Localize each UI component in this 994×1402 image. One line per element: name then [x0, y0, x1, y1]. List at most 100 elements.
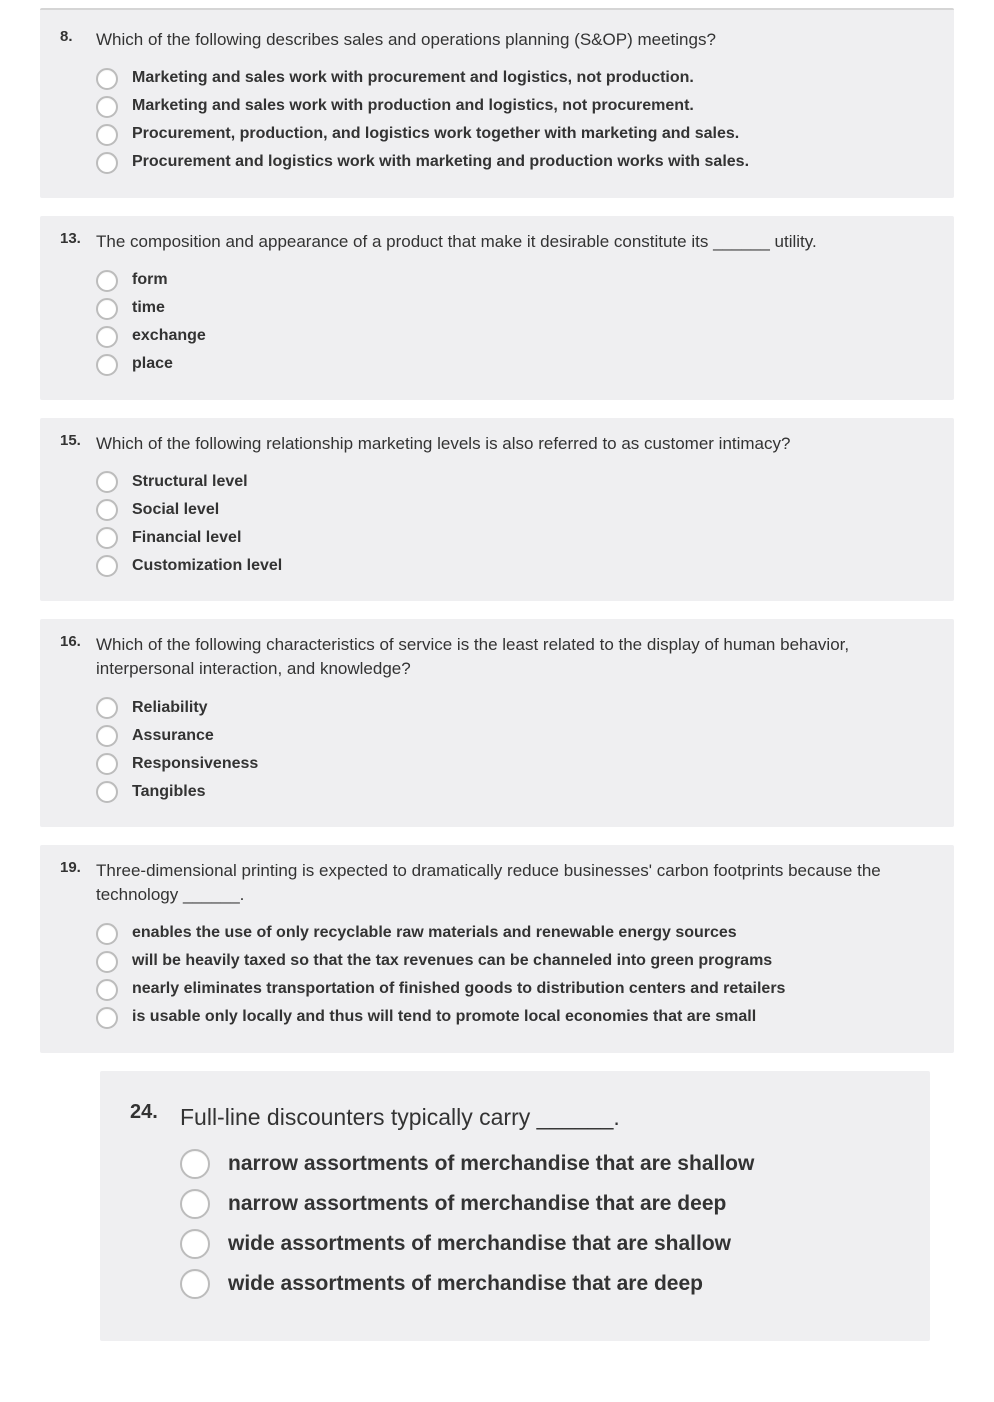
radio-button[interactable] — [96, 725, 118, 747]
option-row: Procurement, production, and logistics w… — [96, 124, 934, 146]
options-list: narrow assortments of merchandise that a… — [130, 1149, 900, 1299]
option-label: Structural level — [132, 472, 248, 493]
options-list: Marketing and sales work with procuremen… — [60, 68, 934, 174]
radio-button[interactable] — [96, 96, 118, 118]
option-row: narrow assortments of merchandise that a… — [180, 1149, 900, 1179]
question-header: 24. Full-line discounters typically carr… — [130, 1101, 900, 1133]
option-row: form — [96, 270, 934, 292]
option-label: narrow assortments of merchandise that a… — [228, 1190, 726, 1217]
radio-button[interactable] — [180, 1149, 210, 1179]
question-text: Three-dimensional printing is expected t… — [96, 859, 934, 907]
radio-button[interactable] — [96, 270, 118, 292]
option-label: Financial level — [132, 528, 241, 549]
option-row: Responsiveness — [96, 753, 934, 775]
question-number: 24. — [130, 1101, 180, 1124]
radio-button[interactable] — [96, 471, 118, 493]
question-text: Which of the following characteristics o… — [96, 633, 934, 681]
option-label: exchange — [132, 326, 206, 347]
option-row: nearly eliminates transportation of fini… — [96, 979, 934, 1001]
radio-button[interactable] — [180, 1189, 210, 1219]
option-label: enables the use of only recyclable raw m… — [132, 923, 737, 944]
option-row: Reliability — [96, 697, 934, 719]
radio-button[interactable] — [96, 951, 118, 973]
option-label: Responsiveness — [132, 754, 258, 775]
question-text: The composition and appearance of a prod… — [96, 230, 817, 254]
option-label: nearly eliminates transportation of fini… — [132, 979, 785, 1000]
option-label: Marketing and sales work with procuremen… — [132, 68, 694, 89]
radio-button[interactable] — [96, 298, 118, 320]
radio-button[interactable] — [96, 152, 118, 174]
option-row: will be heavily taxed so that the tax re… — [96, 951, 934, 973]
option-row: enables the use of only recyclable raw m… — [96, 923, 934, 945]
radio-button[interactable] — [96, 124, 118, 146]
option-label: narrow assortments of merchandise that a… — [228, 1150, 754, 1177]
question-block: 13. The composition and appearance of a … — [40, 216, 954, 400]
question-block: 15. Which of the following relationship … — [40, 418, 954, 602]
radio-button[interactable] — [180, 1229, 210, 1259]
option-label: time — [132, 298, 165, 319]
question-block: 24. Full-line discounters typically carr… — [100, 1071, 930, 1341]
question-block: 16. Which of the following characteristi… — [40, 619, 954, 827]
question-number: 13. — [60, 230, 96, 247]
radio-button[interactable] — [96, 499, 118, 521]
option-label: Procurement and logistics work with mark… — [132, 152, 749, 173]
radio-button[interactable] — [96, 555, 118, 577]
question-text: Full-line discounters typically carry __… — [180, 1101, 620, 1133]
question-header: 8. Which of the following describes sale… — [60, 28, 934, 52]
option-label: will be heavily taxed so that the tax re… — [132, 951, 772, 972]
question-number: 8. — [60, 28, 96, 45]
option-row: Assurance — [96, 725, 934, 747]
quiz-page: 8. Which of the following describes sale… — [0, 8, 994, 1341]
option-row: narrow assortments of merchandise that a… — [180, 1189, 900, 1219]
question-number: 16. — [60, 633, 96, 650]
option-row: Financial level — [96, 527, 934, 549]
radio-button[interactable] — [180, 1269, 210, 1299]
option-label: Reliability — [132, 698, 208, 719]
options-list: enables the use of only recyclable raw m… — [60, 923, 934, 1029]
options-list: Reliability Assurance Responsiveness Tan… — [60, 697, 934, 803]
option-label: is usable only locally and thus will ten… — [132, 1007, 756, 1028]
question-block: 8. Which of the following describes sale… — [40, 8, 954, 198]
radio-button[interactable] — [96, 326, 118, 348]
option-row: wide assortments of merchandise that are… — [180, 1229, 900, 1259]
question-text: Which of the following describes sales a… — [96, 28, 716, 52]
radio-button[interactable] — [96, 527, 118, 549]
radio-button[interactable] — [96, 781, 118, 803]
question-header: 19. Three-dimensional printing is expect… — [60, 859, 934, 907]
option-row: Structural level — [96, 471, 934, 493]
option-row: wide assortments of merchandise that are… — [180, 1269, 900, 1299]
options-list: form time exchange place — [60, 270, 934, 376]
option-row: Customization level — [96, 555, 934, 577]
option-label: Procurement, production, and logistics w… — [132, 124, 739, 145]
radio-button[interactable] — [96, 68, 118, 90]
option-row: time — [96, 298, 934, 320]
option-label: Social level — [132, 500, 219, 521]
radio-button[interactable] — [96, 753, 118, 775]
radio-button[interactable] — [96, 923, 118, 945]
radio-button[interactable] — [96, 354, 118, 376]
question-header: 16. Which of the following characteristi… — [60, 633, 934, 681]
option-label: Customization level — [132, 556, 282, 577]
options-list: Structural level Social level Financial … — [60, 471, 934, 577]
radio-button[interactable] — [96, 697, 118, 719]
question-header: 13. The composition and appearance of a … — [60, 230, 934, 254]
radio-button[interactable] — [96, 979, 118, 1001]
option-row: exchange — [96, 326, 934, 348]
radio-button[interactable] — [96, 1007, 118, 1029]
option-label: form — [132, 270, 168, 291]
option-row: Marketing and sales work with production… — [96, 96, 934, 118]
option-label: wide assortments of merchandise that are… — [228, 1230, 731, 1257]
question-header: 15. Which of the following relationship … — [60, 432, 934, 456]
question-text: Which of the following relationship mark… — [96, 432, 790, 456]
option-label: wide assortments of merchandise that are… — [228, 1270, 703, 1297]
question-block: 19. Three-dimensional printing is expect… — [40, 845, 954, 1053]
option-row: is usable only locally and thus will ten… — [96, 1007, 934, 1029]
option-label: Tangibles — [132, 782, 206, 803]
option-label: Marketing and sales work with production… — [132, 96, 694, 117]
option-label: place — [132, 354, 173, 375]
question-number: 15. — [60, 432, 96, 449]
option-row: Marketing and sales work with procuremen… — [96, 68, 934, 90]
option-row: Social level — [96, 499, 934, 521]
option-label: Assurance — [132, 726, 214, 747]
option-row: Tangibles — [96, 781, 934, 803]
